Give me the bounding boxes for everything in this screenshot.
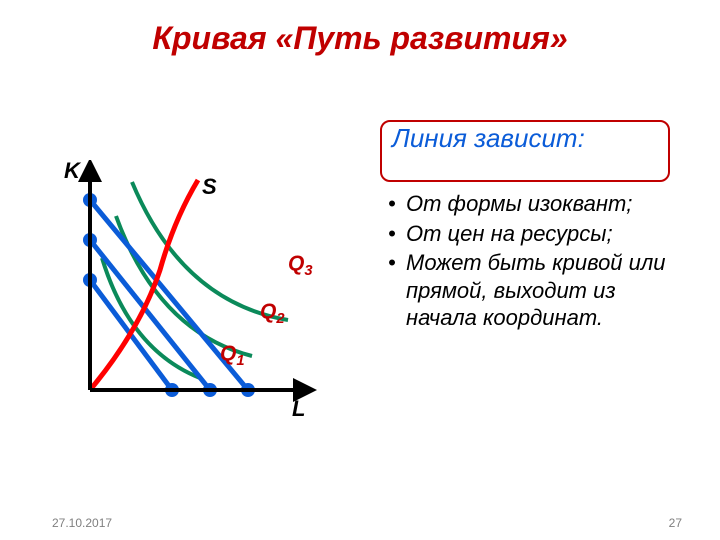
footer-page: 27 xyxy=(669,516,682,530)
bullet-item: •От формы изоквант; xyxy=(388,190,688,218)
chart-svg xyxy=(70,160,330,420)
callout-text: Линия зависит: xyxy=(392,123,585,153)
bullet-text: От цен на ресурсы; xyxy=(406,220,613,248)
bullet-list: •От формы изоквант;•От цен на ресурсы;•М… xyxy=(388,190,688,334)
bullet-marker: • xyxy=(388,249,406,332)
axis-label-k: K xyxy=(64,158,80,184)
curve-label-s: S xyxy=(202,174,217,200)
bullet-item: •Может быть кривой или прямой, выходит и… xyxy=(388,249,688,332)
bullet-text: От формы изоквант; xyxy=(406,190,632,218)
bullet-marker: • xyxy=(388,220,406,248)
slide-title: Кривая «Путь развития» xyxy=(0,0,720,57)
bullet-marker: • xyxy=(388,190,406,218)
bullet-text: Может быть кривой или прямой, выходит из… xyxy=(406,249,688,332)
bullet-item: •От цен на ресурсы; xyxy=(388,220,688,248)
development-path-chart: K L S Q1 Q2 Q3 xyxy=(70,160,330,420)
footer-date: 27.10.2017 xyxy=(52,516,112,530)
axis-label-l: L xyxy=(292,396,305,422)
slide: Кривая «Путь развития» K L S Q1 Q2 Q3 Ли… xyxy=(0,0,720,540)
curve-label-q2: Q2 xyxy=(260,300,285,327)
callout-box: Линия зависит: xyxy=(380,120,670,182)
curve-label-q3: Q3 xyxy=(288,252,313,279)
curve-label-q1: Q1 xyxy=(220,342,245,369)
